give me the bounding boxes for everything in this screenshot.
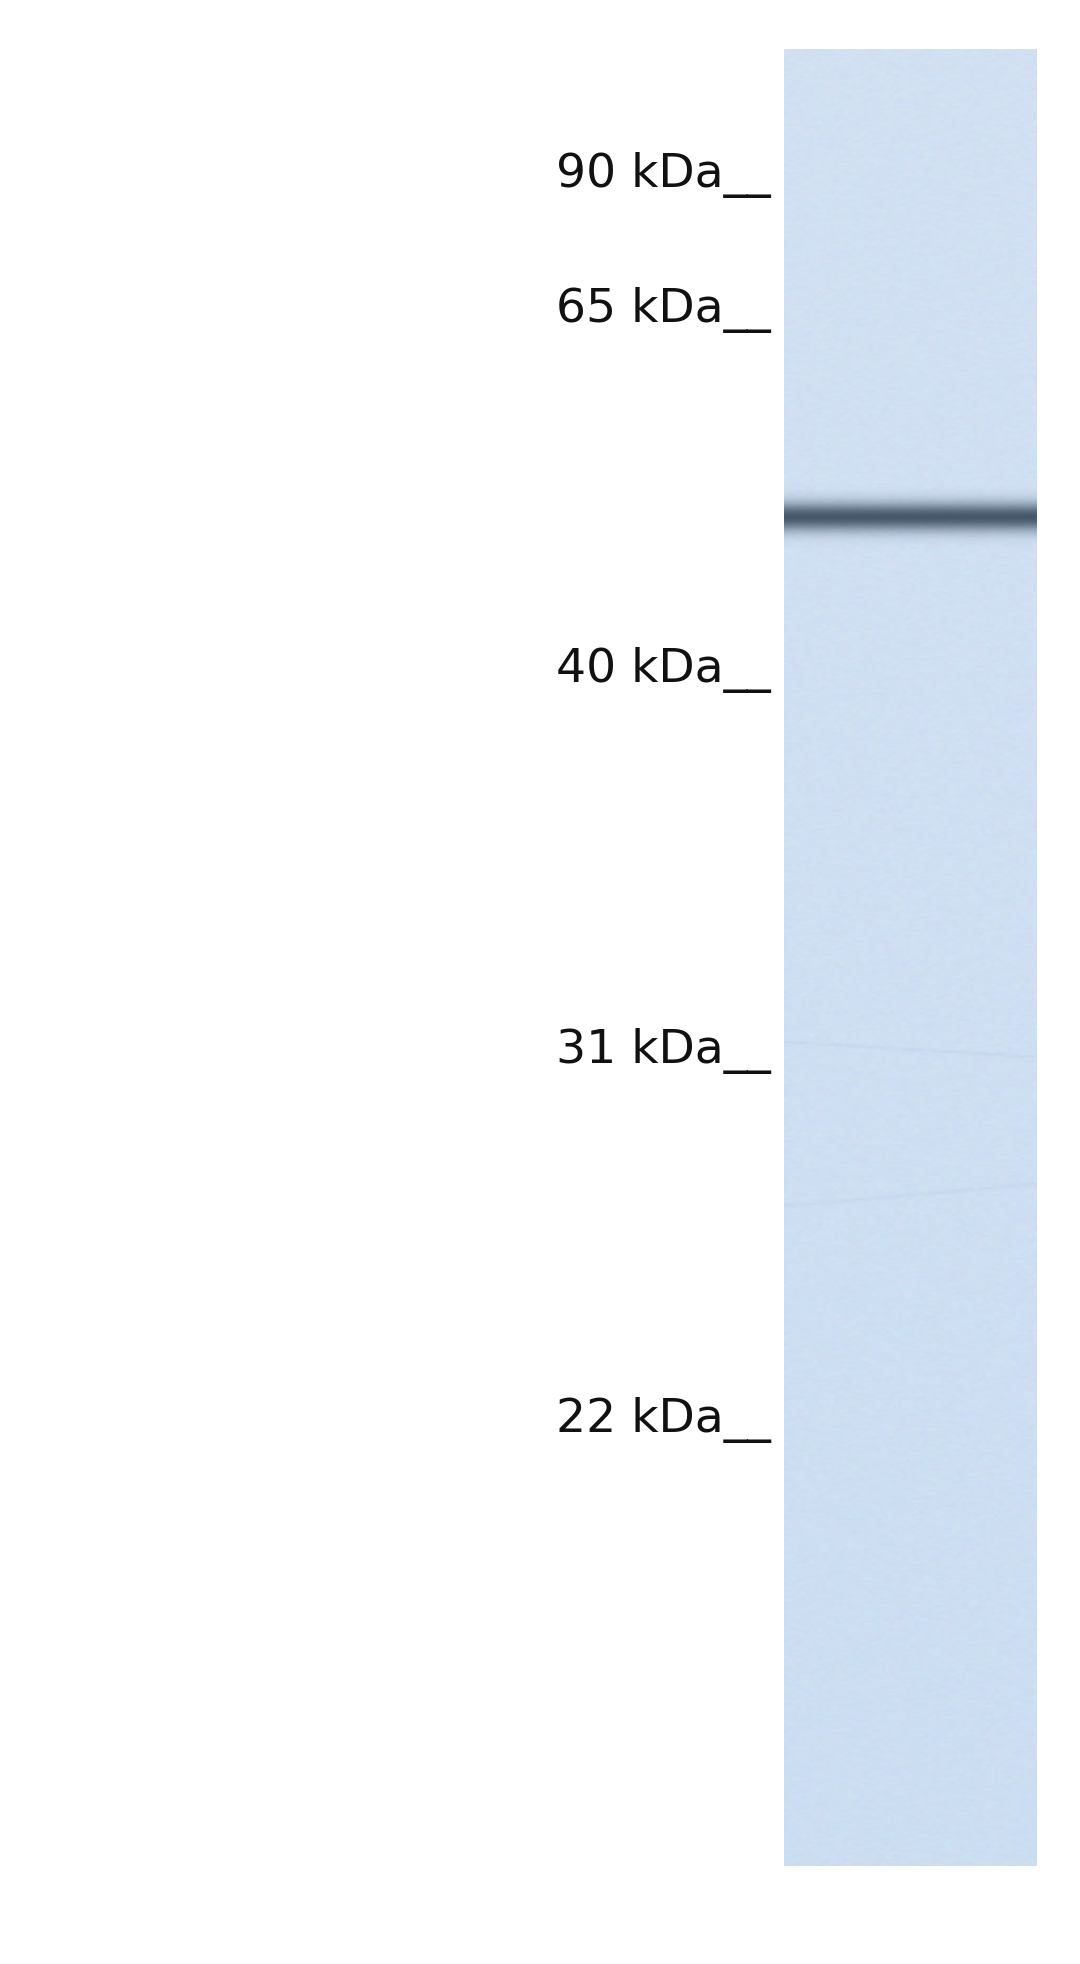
Text: 22 kDa__: 22 kDa__ — [556, 1396, 771, 1444]
Text: 40 kDa__: 40 kDa__ — [556, 646, 771, 693]
Text: 65 kDa__: 65 kDa__ — [556, 287, 771, 334]
Text: 90 kDa__: 90 kDa__ — [556, 151, 771, 198]
Text: 31 kDa__: 31 kDa__ — [556, 1027, 771, 1074]
